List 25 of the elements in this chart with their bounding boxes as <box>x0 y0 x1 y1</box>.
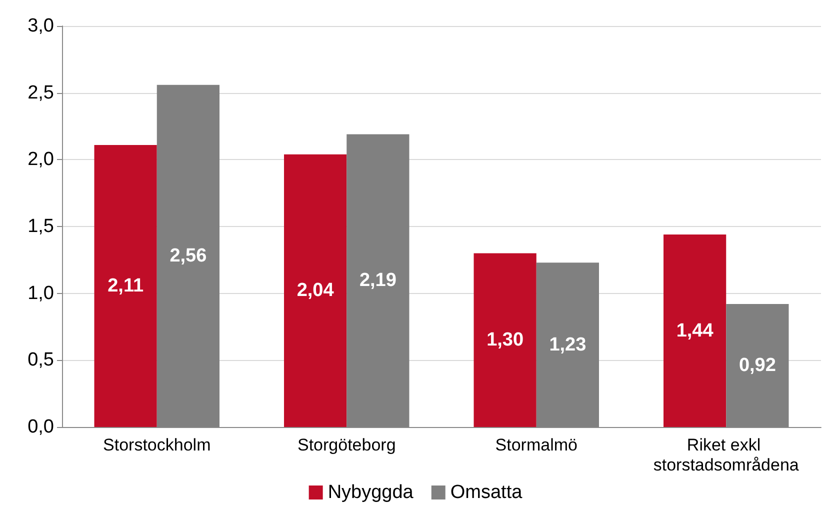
y-tick-label: 0,0 <box>28 416 54 438</box>
data-label: 2,56 <box>170 245 207 266</box>
y-tick-label: 1,0 <box>28 282 54 304</box>
x-tick-label: Storgöteborg <box>297 436 396 454</box>
x-tick-label: Storstockholm <box>103 436 211 454</box>
x-tick-label: Stormalmö <box>495 436 578 454</box>
bar <box>664 234 726 427</box>
x-tick-label: Riket exkl storstadsområdena <box>653 436 800 474</box>
data-label: 2,11 <box>108 275 144 296</box>
data-label: 1,44 <box>676 320 714 342</box>
y-tick-label: 3,0 <box>28 16 54 36</box>
bar <box>474 253 536 427</box>
data-label: 2,19 <box>359 270 396 292</box>
data-label: 1,30 <box>486 330 524 351</box>
legend-label: Omsatta <box>450 482 523 503</box>
data-label: 0,92 <box>738 355 776 376</box>
y-tick-label: 0,5 <box>28 350 54 371</box>
bar <box>94 144 157 427</box>
y-tick-label: 1,5 <box>28 216 54 237</box>
data-label: 2,04 <box>296 280 334 302</box>
legend-label: Nybyggda <box>328 482 414 503</box>
data-label: 1,23 <box>549 334 586 356</box>
bar <box>284 154 347 427</box>
y-tick-label: 2,5 <box>28 82 54 104</box>
y-tick-label: 2,0 <box>28 149 54 170</box>
